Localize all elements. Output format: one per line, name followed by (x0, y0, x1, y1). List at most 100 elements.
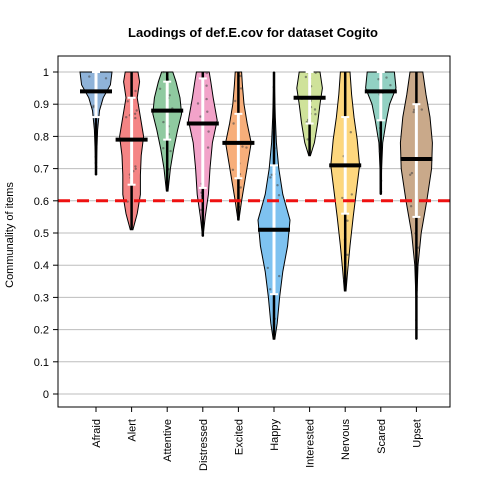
data-point (239, 74, 242, 78)
y-tick-label: 1 (43, 67, 49, 79)
data-point (420, 108, 423, 111)
data-point (409, 173, 412, 176)
violin-happy (257, 71, 291, 340)
data-point (245, 146, 248, 149)
data-point (239, 87, 243, 90)
data-point (306, 138, 309, 141)
data-point (278, 274, 281, 278)
data-point (206, 146, 210, 149)
data-point (417, 246, 420, 249)
data-point (410, 171, 414, 175)
data-point (162, 120, 165, 124)
violin-attentive (151, 71, 184, 192)
y-tick-label: 0.8 (34, 131, 49, 143)
data-point (168, 94, 171, 97)
y-tick-label: 0 (43, 389, 49, 401)
data-point (205, 71, 208, 75)
data-point (346, 219, 349, 222)
data-point (134, 167, 137, 170)
data-point (134, 89, 137, 93)
x-axis: Afraid Alert Attentive Distressed Excited Hap… (91, 407, 423, 471)
data-point (314, 71, 317, 75)
y-tick-label: 0.7 (34, 164, 49, 176)
data-point (206, 110, 209, 113)
y-tick-label: 0.5 (34, 228, 49, 240)
data-point (162, 147, 165, 150)
data-point (409, 205, 413, 208)
data-point (199, 115, 202, 118)
x-tick-label: Afraid (91, 419, 103, 448)
data-point (134, 165, 137, 168)
data-point (412, 110, 415, 114)
data-point (88, 75, 91, 78)
y-tick-label: 0.3 (34, 292, 49, 304)
violin-afraid (79, 71, 113, 176)
data-point (270, 173, 273, 176)
data-point (385, 76, 388, 79)
data-point (239, 186, 242, 189)
data-point (341, 196, 344, 200)
data-point (232, 122, 235, 125)
y-axis: 0 0.1 0.2 0.3 0.4 0.5 0.6 0.7 0.8 0.9 1 (34, 67, 58, 401)
x-tick-label: Happy (269, 419, 281, 451)
data-point (135, 109, 138, 112)
data-point (133, 112, 137, 116)
x-tick-label: Attentive (162, 419, 174, 462)
x-tick-label: Nervous (340, 419, 352, 460)
data-point (377, 78, 380, 81)
plot-frame (57, 55, 451, 408)
data-point (231, 168, 235, 171)
data-point (313, 108, 317, 111)
data-point (158, 87, 162, 91)
data-point (196, 102, 200, 105)
data-point (134, 116, 137, 120)
data-point (234, 99, 237, 103)
data-point (277, 194, 281, 197)
data-point (104, 77, 108, 80)
x-tick-label: Interested (305, 419, 317, 468)
data-point (269, 176, 272, 179)
x-tick-label: Distressed (198, 419, 210, 471)
data-point (346, 253, 349, 256)
y-tick-label: 0.6 (34, 196, 49, 208)
violin-distressed (186, 71, 219, 237)
chart-title: Laodings of def.E.cov for dataset Cogito (128, 25, 378, 40)
data-point (276, 184, 279, 187)
data-point (125, 116, 128, 119)
violins (79, 71, 433, 340)
data-point (389, 84, 392, 87)
data-point (205, 97, 208, 101)
data-point (412, 108, 416, 112)
violin-upset (399, 71, 433, 340)
data-point (269, 288, 272, 291)
data-point (241, 145, 244, 148)
data-point (162, 71, 165, 74)
data-point (207, 130, 210, 133)
violin-interested (293, 71, 326, 157)
x-tick-label: Excited (233, 419, 245, 455)
y-tick-label: 0.9 (34, 99, 49, 111)
violin-scared (364, 71, 397, 195)
y-tick-label: 0.1 (34, 357, 49, 369)
data-point (349, 131, 352, 134)
data-point (169, 149, 172, 153)
data-point (199, 208, 202, 212)
violin-excited (222, 71, 255, 221)
data-point (304, 75, 308, 79)
y-axis-label: Communality of items (4, 182, 16, 288)
x-tick-label: Upset (411, 419, 423, 448)
data-point (350, 193, 353, 196)
data-point (205, 84, 208, 87)
grid-lines (58, 71, 450, 395)
data-point (314, 113, 317, 116)
data-point (126, 100, 129, 103)
data-point (92, 104, 95, 108)
y-tick-label: 0.2 (34, 325, 49, 337)
violin-nervous (329, 71, 362, 292)
y-tick-label: 0.4 (34, 260, 49, 272)
violin-alert (115, 71, 148, 231)
data-point (266, 266, 269, 270)
x-tick-label: Scared (376, 419, 388, 454)
x-tick-label: Alert (127, 419, 139, 442)
